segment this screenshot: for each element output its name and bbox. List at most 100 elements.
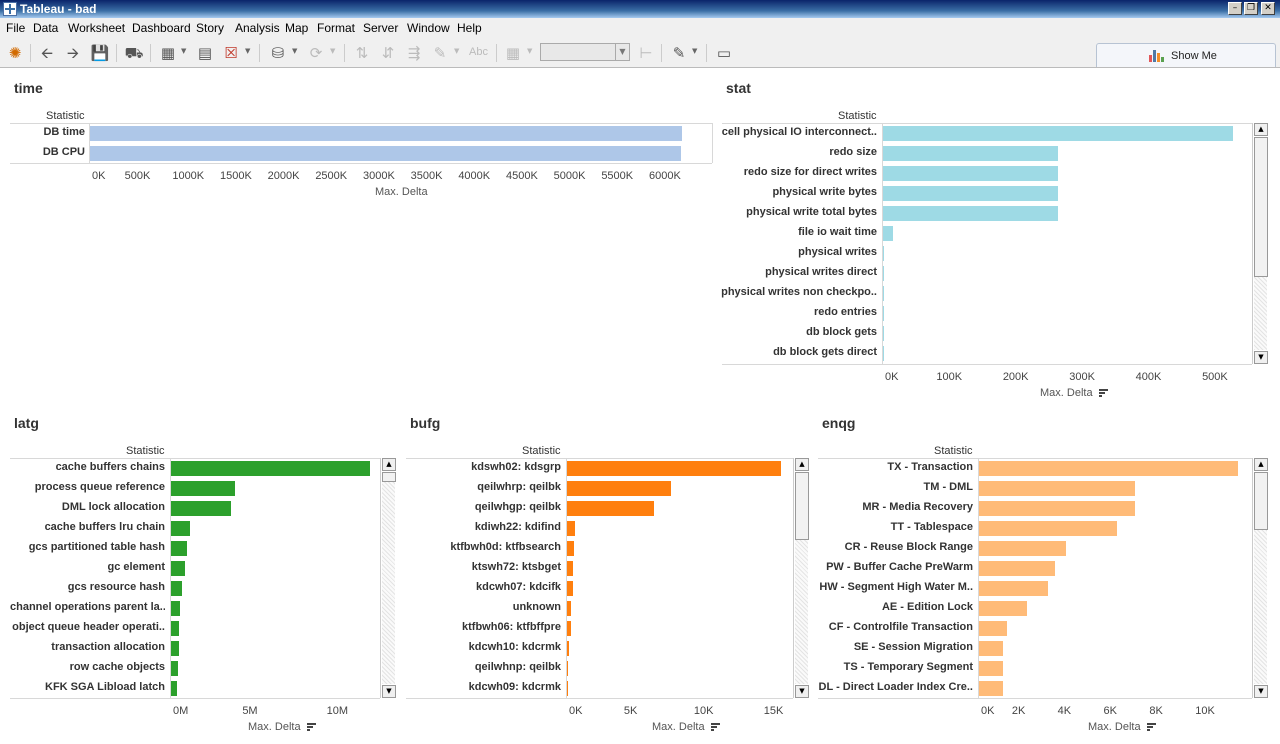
category-label[interactable]: qeilwhrp: qeilbk <box>477 481 561 493</box>
bar-mark[interactable] <box>90 126 682 141</box>
category-label[interactable]: db block gets <box>806 326 877 338</box>
category-label[interactable]: gc element <box>107 561 165 573</box>
category-label[interactable]: file io wait time <box>798 226 877 238</box>
bar-mark[interactable] <box>979 601 1028 616</box>
bar-mark[interactable] <box>90 146 681 161</box>
category-label[interactable]: ktfbwh0d: ktfbsearch <box>450 541 561 553</box>
category-label[interactable]: kdiwh22: kdifind <box>474 521 561 533</box>
category-label[interactable]: TT - Tablespace <box>890 521 973 533</box>
bar-mark[interactable] <box>979 641 1004 656</box>
bar-mark[interactable] <box>979 481 1135 496</box>
enqg-vertical-scrollbar[interactable]: ▲ ▼ <box>1252 458 1268 698</box>
sort-descending-icon[interactable] <box>710 722 720 732</box>
restore-button[interactable]: ❐ <box>1244 2 1258 15</box>
bar-mark[interactable] <box>171 641 179 656</box>
category-label[interactable]: gcs partitioned table hash <box>28 541 165 553</box>
bar-mark[interactable] <box>171 481 236 496</box>
refresh-dropdown-icon[interactable]: ▼ <box>330 47 336 55</box>
undo-icon[interactable]: 🡨 <box>40 44 54 62</box>
category-label[interactable]: DB time <box>43 126 85 138</box>
menu-map[interactable]: Map <box>285 21 309 35</box>
bar-mark[interactable] <box>979 581 1048 596</box>
category-label[interactable]: physical write total bytes <box>746 206 877 218</box>
bar-mark[interactable] <box>171 581 182 596</box>
category-label[interactable]: process queue reference <box>34 481 165 493</box>
category-label[interactable]: MR - Media Recovery <box>862 501 973 513</box>
scroll-up-icon[interactable]: ▲ <box>1254 458 1268 471</box>
tableau-logo-icon[interactable]: ✺ <box>8 44 22 62</box>
bar-mark[interactable] <box>883 166 1059 181</box>
bar-mark[interactable] <box>567 561 574 576</box>
bar-mark[interactable] <box>883 146 1059 161</box>
bar-mark[interactable] <box>883 226 893 241</box>
bar-mark[interactable] <box>567 601 572 616</box>
scrollbar-thumb[interactable] <box>1254 472 1268 530</box>
category-label[interactable]: gcs resource hash <box>67 581 165 593</box>
category-label[interactable]: qeilwhgp: qeilbk <box>474 501 561 513</box>
bar-mark[interactable] <box>171 601 181 616</box>
menu-worksheet[interactable]: Worksheet <box>68 21 126 35</box>
category-label[interactable]: CF - Controlfile Transaction <box>828 621 973 633</box>
latg-vertical-scrollbar[interactable]: ▲ ▼ <box>380 458 396 698</box>
bar-mark[interactable] <box>979 501 1135 516</box>
show-mark-labels-button[interactable]: Abc <box>469 46 488 58</box>
pause-updates-dropdown-icon[interactable]: ▼ <box>292 47 298 55</box>
category-label[interactable]: ktswh72: ktsbget <box>471 561 561 573</box>
category-label[interactable]: TM - DML <box>923 481 973 493</box>
bar-mark[interactable] <box>979 621 1007 636</box>
scroll-up-icon[interactable]: ▲ <box>795 458 809 471</box>
scroll-down-icon[interactable]: ▼ <box>1254 685 1268 698</box>
bar-mark[interactable] <box>171 461 370 476</box>
category-label[interactable]: physical writes <box>798 246 877 258</box>
bar-mark[interactable] <box>567 461 781 476</box>
category-label[interactable]: physical writes non checkpo.. <box>721 286 877 298</box>
pause-updates-icon[interactable]: ⛁ <box>271 44 285 62</box>
scroll-down-icon[interactable]: ▼ <box>382 685 396 698</box>
bar-mark[interactable] <box>567 501 654 516</box>
scroll-down-icon[interactable]: ▼ <box>1254 351 1268 364</box>
clear-sheet-icon[interactable]: ☒ <box>224 44 238 62</box>
category-label[interactable]: CR - Reuse Block Range <box>844 541 973 553</box>
category-label[interactable]: physical writes direct <box>765 266 877 278</box>
bar-mark[interactable] <box>979 681 1004 696</box>
minimize-button[interactable]: – <box>1228 2 1242 15</box>
bar-mark[interactable] <box>171 621 180 636</box>
menu-window[interactable]: Window <box>407 21 450 35</box>
bar-mark[interactable] <box>567 581 574 596</box>
category-label[interactable]: PW - Buffer Cache PreWarm <box>826 561 973 573</box>
scroll-up-icon[interactable]: ▲ <box>382 458 396 471</box>
bar-mark[interactable] <box>567 521 576 536</box>
category-label[interactable]: db block gets direct <box>773 346 877 358</box>
new-worksheet-icon[interactable]: ▦ <box>160 44 176 62</box>
category-label[interactable]: TX - Transaction <box>887 461 973 473</box>
highlight-icon[interactable]: ✎ <box>433 44 447 62</box>
bar-mark[interactable] <box>567 681 568 696</box>
bar-mark[interactable] <box>171 661 178 676</box>
save-icon[interactable]: 💾 <box>90 44 110 62</box>
category-label[interactable]: redo entries <box>814 306 877 318</box>
menu-file[interactable]: File <box>6 21 26 35</box>
category-label[interactable]: ktfbwh06: ktfbffpre <box>462 621 561 633</box>
sort-descending-icon[interactable] <box>1146 722 1156 732</box>
chevron-down-icon[interactable]: ▼ <box>615 44 629 60</box>
bar-mark[interactable] <box>567 641 570 656</box>
highlight-dropdown-icon[interactable]: ▼ <box>454 47 460 55</box>
category-label[interactable]: redo size <box>829 146 877 158</box>
scrollbar-track[interactable] <box>382 472 395 684</box>
bar-mark[interactable] <box>979 541 1067 556</box>
category-label[interactable]: physical write bytes <box>772 186 877 198</box>
bar-mark[interactable] <box>883 186 1059 201</box>
menu-analysis[interactable]: Analysis <box>235 21 280 35</box>
scroll-down-icon[interactable]: ▼ <box>795 685 809 698</box>
bar-mark[interactable] <box>979 461 1238 476</box>
category-label[interactable]: kdcwh09: kdcrmk <box>468 681 561 693</box>
scrollbar-thumb[interactable] <box>382 472 396 482</box>
menu-help[interactable]: Help <box>457 21 482 35</box>
bar-mark[interactable] <box>979 521 1117 536</box>
show-me-button[interactable]: Show Me <box>1096 43 1276 67</box>
category-label[interactable]: cell physical IO interconnect.. <box>721 126 877 138</box>
bar-mark[interactable] <box>567 661 569 676</box>
category-label[interactable]: qeilwhnp: qeilbk <box>474 661 561 673</box>
category-label[interactable]: kdcwh07: kdcifk <box>476 581 561 593</box>
category-label[interactable]: DML lock allocation <box>61 501 165 513</box>
